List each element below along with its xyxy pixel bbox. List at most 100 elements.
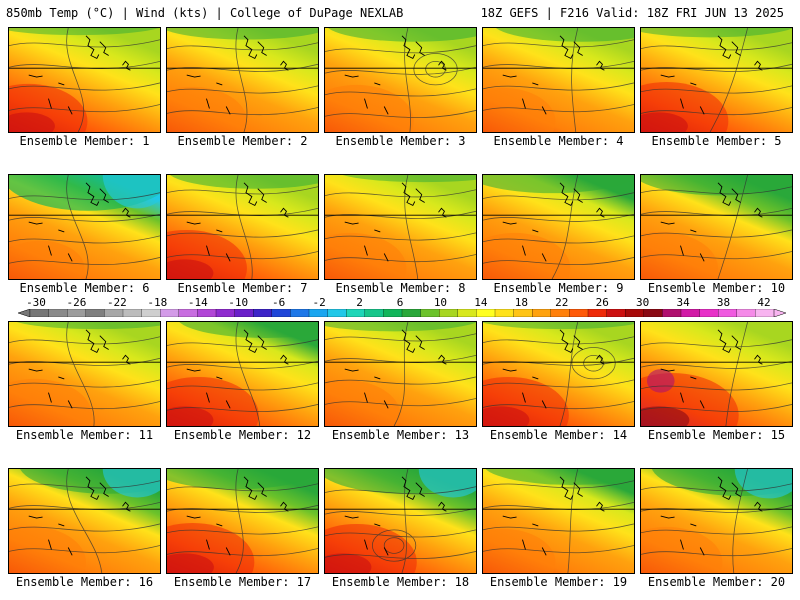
colorbar-swatch [178, 309, 198, 317]
ensemble-member-map [166, 174, 319, 280]
colorbar-tick-label: 30 [636, 296, 650, 309]
map-title: 850mb Temp (°C) | Wind (kts) | College o… [6, 6, 404, 20]
colorbar-tick-label: -10 [228, 296, 249, 309]
colorbar-swatch [457, 309, 477, 317]
temperature-field-map [641, 175, 792, 279]
ensemble-member-map [640, 468, 793, 574]
temperature-field-map [325, 322, 476, 426]
colorbar-swatch [606, 309, 626, 317]
colorbar-swatch [122, 309, 143, 317]
colorbar-tick-label: 34 [676, 296, 690, 309]
colorbar-swatch [29, 309, 50, 317]
colorbar-swatch [569, 309, 589, 317]
colorbar-swatch [346, 309, 366, 317]
temperature-field-map [483, 469, 634, 573]
member-caption: Ensemble Member: 4 [493, 134, 624, 148]
colorbar-swatch [662, 309, 682, 317]
colorbar-swatch [439, 309, 459, 317]
member-caption: Ensemble Member: 8 [335, 281, 466, 295]
colorbar-swatch [532, 309, 552, 317]
ensemble-member-map [166, 27, 319, 133]
colorbar-swatch [290, 309, 310, 317]
colorbar-tick-label: -14 [187, 296, 208, 309]
colorbar-tick-label: -22 [106, 296, 127, 309]
member-caption: Ensemble Member: 6 [19, 281, 150, 295]
member-caption: Ensemble Member: 5 [651, 134, 782, 148]
ensemble-member-map [482, 174, 635, 280]
colorbar-swatch [494, 309, 515, 317]
colorbar-swatch [550, 309, 570, 317]
colorbar-swatch [104, 309, 124, 317]
colorbar-tick-label: 42 [757, 296, 771, 309]
temperature-field-map [641, 469, 792, 573]
colorbar-swatch [718, 309, 738, 317]
temperature-field-map [167, 322, 318, 426]
colorbar-swatch [85, 309, 105, 317]
colorbar-tick-label: 38 [716, 296, 731, 309]
temperature-field-map [483, 28, 634, 132]
temperature-colorbar [18, 309, 786, 317]
ensemble-member-map [482, 321, 635, 427]
colorbar-swatch [160, 309, 180, 317]
colorbar-tick-label: 26 [595, 296, 609, 309]
temperature-field-map [167, 175, 318, 279]
colorbar-swatch [699, 309, 719, 317]
ensemble-member-map [482, 468, 635, 574]
member-caption: Ensemble Member: 11 [15, 428, 154, 442]
temperature-field-map [9, 469, 160, 573]
temperature-field-map [167, 28, 318, 132]
temperature-field-map [641, 28, 792, 132]
colorbar-swatch [197, 309, 217, 317]
colorbar-swatch [364, 309, 384, 317]
colorbar-tick-label: 2 [356, 296, 363, 309]
colorbar-swatch [327, 309, 347, 317]
ensemble-member-map [324, 174, 477, 280]
colorbar-swatch [680, 309, 701, 317]
ensemble-member-map [8, 27, 161, 133]
colorbar-swatch [625, 309, 645, 317]
ensemble-member-map [8, 174, 161, 280]
ensemble-member-map [324, 27, 477, 133]
ensemble-member-map [640, 27, 793, 133]
member-caption: Ensemble Member: 17 [173, 575, 312, 589]
member-caption: Ensemble Member: 20 [647, 575, 786, 589]
temperature-field-map [325, 175, 476, 279]
colorbar-tick-label: 6 [396, 296, 404, 309]
colorbar-tick-label: -18 [147, 296, 168, 309]
member-caption: Ensemble Member: 1 [19, 134, 150, 148]
colorbar-swatch [234, 309, 254, 317]
ensemble-member-map [166, 321, 319, 427]
colorbar-swatch [401, 309, 422, 317]
colorbar-tick-label: -6 [272, 296, 286, 309]
temperature-field-map [9, 322, 160, 426]
ensemble-member-map [324, 321, 477, 427]
ensemble-member-map [324, 468, 477, 574]
colorbar-tick-label: 22 [555, 296, 569, 309]
member-caption: Ensemble Member: 13 [331, 428, 470, 442]
colorbar-swatch [736, 309, 756, 317]
colorbar-swatch [308, 309, 329, 317]
colorbar-tick-label: -30 [26, 296, 46, 309]
member-caption: Ensemble Member: 16 [15, 575, 154, 589]
colorbar-swatch [67, 309, 87, 317]
colorbar-swatch [141, 309, 161, 317]
colorbar-swatch [215, 309, 236, 317]
colorbar-swatch [48, 309, 68, 317]
member-caption: Ensemble Member: 14 [489, 428, 628, 442]
ensemble-member-map [640, 174, 793, 280]
member-caption: Ensemble Member: 18 [331, 575, 470, 589]
colorbar-tick-label: 18 [514, 296, 528, 309]
colorbar-swatch [271, 309, 291, 317]
colorbar-tick-label: -2 [312, 296, 326, 309]
member-caption: Ensemble Member: 10 [647, 281, 786, 295]
colorbar-tick-label: 10 [433, 296, 448, 309]
member-caption: Ensemble Member: 15 [647, 428, 786, 442]
colorbar-swatch [643, 309, 663, 317]
temperature-field-map [641, 322, 792, 426]
ensemble-member-map [8, 321, 161, 427]
ensemble-member-map [482, 27, 635, 133]
temperature-field-map [9, 175, 160, 279]
colorbar-tick-label: 14 [474, 296, 488, 309]
ensemble-member-map [640, 321, 793, 427]
member-caption: Ensemble Member: 2 [177, 134, 308, 148]
